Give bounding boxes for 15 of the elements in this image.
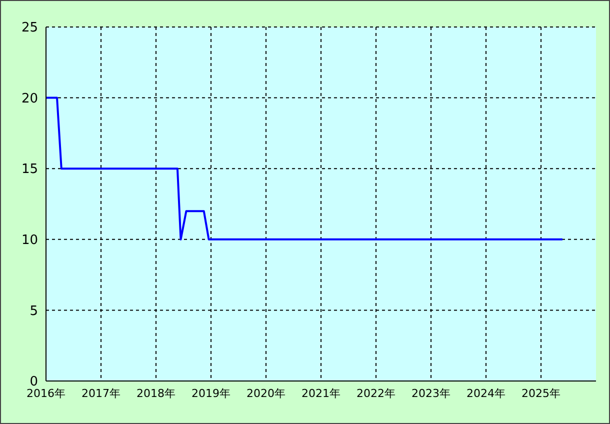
x-tick-label: 2020年 — [246, 386, 286, 400]
x-tick-label: 2021年 — [302, 386, 340, 400]
x-tick-label: 2017年 — [82, 386, 120, 400]
y-tick-label: 20 — [21, 91, 38, 106]
line-series — [46, 96, 564, 240]
y-tick-label: 5 — [30, 304, 38, 319]
x-tick-label: 2024年 — [466, 386, 506, 400]
x-tick-label: 2019年 — [192, 386, 230, 400]
y-tick-label: 10 — [21, 233, 38, 248]
x-tick-label: 2023年 — [412, 386, 450, 400]
x-tick-label: 2025年 — [522, 386, 560, 400]
x-tick-label: 2018年 — [136, 386, 176, 400]
y-tick-label: 25 — [21, 20, 38, 36]
y-tick-label: 15 — [21, 162, 38, 178]
x-tick-label: 2022年 — [356, 386, 396, 400]
